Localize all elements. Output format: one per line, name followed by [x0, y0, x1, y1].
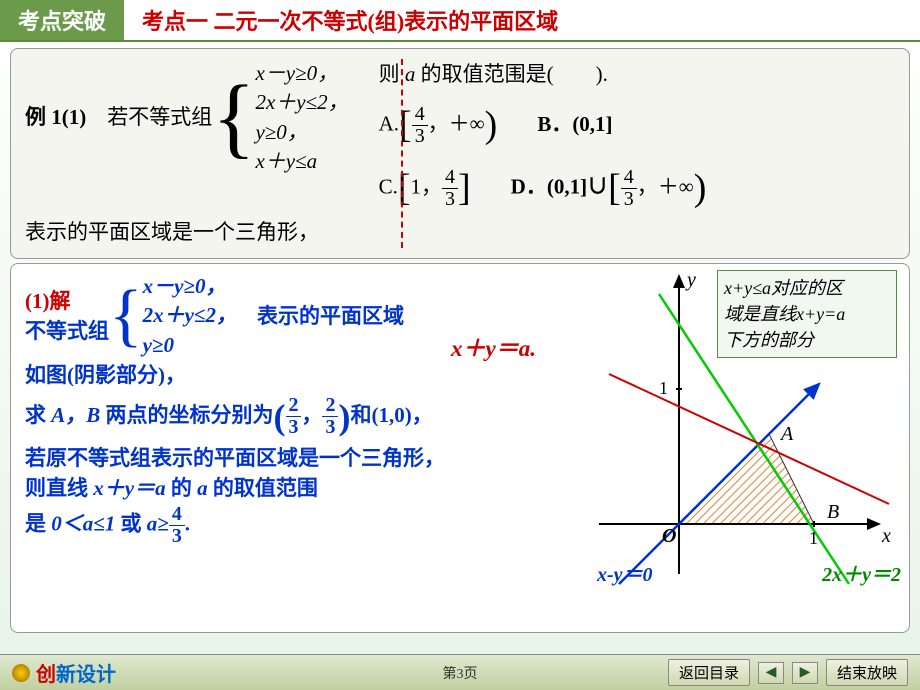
brace-icon: { — [212, 82, 255, 154]
example-label: 例 1(1) — [25, 102, 86, 134]
sol-line3: 求 A，B 两点的坐标分别为(23，23)和(1,0)， — [25, 391, 580, 443]
svg-text:A: A — [779, 423, 794, 445]
option-d: D．(0,1]∪[43，＋∞) — [511, 160, 707, 217]
header-bar: 考点突破 考点一 二元一次不等式(组)表示的平面区域 — [0, 0, 920, 42]
svg-text:1: 1 — [809, 528, 818, 548]
prompt-line: 则 a 的取值范围是( ). — [379, 59, 707, 91]
logo-text: 创新设计 — [36, 658, 116, 687]
eq-green-label: 2x＋y＝2 — [822, 561, 901, 590]
chart-area: x+y≤a对应的区 域是直线x+y=a 下方的部分 — [589, 264, 899, 584]
inequality-system: x－y≥0， 2x＋y≤2， y≥0， x＋y≤a — [255, 59, 348, 177]
prev-button[interactable]: ◀ — [758, 662, 784, 684]
header-title: 考点一 二元一次不等式(组)表示的平面区域 — [124, 4, 558, 36]
end-show-button[interactable]: 结束放映 — [826, 659, 908, 686]
option-a: A.[43，＋∞) — [379, 97, 498, 154]
option-c: C.[1，43] — [379, 160, 471, 217]
eq-red-label: x＋y＝a. — [451, 332, 536, 365]
svg-text:y: y — [685, 269, 696, 291]
svg-text:1: 1 — [659, 378, 668, 398]
page-number: 第3页 — [443, 663, 478, 683]
logo-icon — [12, 664, 30, 682]
sol-line1-post: 表示的平面区域 — [257, 301, 404, 331]
svg-text:O: O — [662, 525, 676, 547]
option-b: B．(0,1] — [537, 109, 612, 141]
footer-bar: 创新设计 第3页 返回目录 ◀ ▶ 结束放映 — [0, 654, 920, 690]
brace-icon: { — [109, 288, 143, 344]
vertical-divider — [401, 59, 403, 248]
problem-box: 例 1(1) 若不等式组 { x－y≥0， 2x＋y≤2， y≥0， x＋y≤a… — [10, 48, 910, 259]
solution-box: (1)解 不等式组 { x－y≥0， 2x＋y≤2， y≥0 表示的平面区域 x… — [10, 263, 910, 633]
info-box: x+y≤a对应的区 域是直线x+y=a 下方的部分 — [717, 270, 897, 358]
svg-text:B: B — [827, 501, 839, 523]
svg-text:x: x — [881, 525, 891, 547]
next-button[interactable]: ▶ — [792, 662, 818, 684]
back-to-toc-button[interactable]: 返回目录 — [668, 659, 750, 686]
sol-line1-pre: 不等式组 — [25, 319, 109, 343]
sol-line6: 是 0＜a≤1 或 a≥43. — [25, 504, 580, 547]
problem-intro: 若不等式组 — [86, 102, 212, 134]
sol-line4: 若原不等式组表示的平面区域是一个三角形， — [25, 443, 580, 473]
problem-conclusion: 表示的平面区域是一个三角形， — [25, 217, 895, 249]
solution-label: (1)解 — [25, 289, 71, 313]
sol-line5: 则直线 x＋y＝a 的 a 的取值范围 — [25, 473, 580, 503]
header-tab: 考点突破 — [0, 0, 124, 40]
solution-system: x－y≥0， 2x＋y≤2， y≥0 — [143, 272, 237, 360]
eq-blue-label: x-y＝0 — [597, 561, 653, 590]
